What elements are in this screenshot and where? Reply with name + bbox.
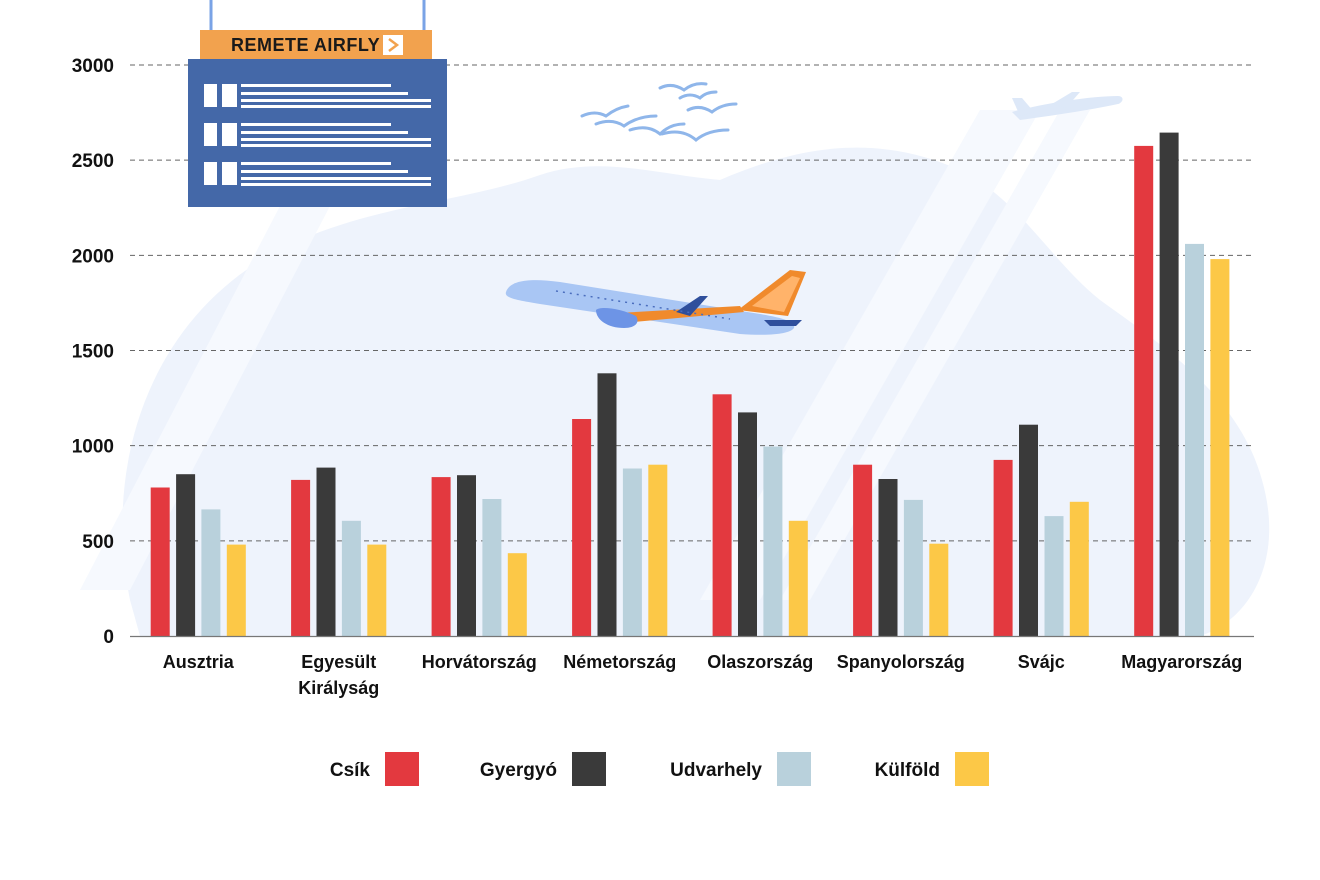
bar [316,467,336,636]
bar [712,394,732,636]
bar [367,544,387,636]
x-category-label: Spanyolország [837,652,965,672]
bar [853,464,873,636]
legend-label: Csík [330,760,371,781]
bar [341,520,361,636]
chevron-right-icon [383,35,403,55]
y-tick-label: 500 [82,532,114,553]
y-tick-label: 2500 [72,151,114,172]
legend-label: Udvarhely [670,760,762,781]
legend: Csík Gyergyó Udvarhely Külföld [330,752,989,786]
bar [763,446,783,636]
x-category-label-line: Magyarország [1121,652,1242,672]
legend-swatch [777,752,811,786]
legend-label: Külföld [875,760,940,781]
bar [1069,501,1089,636]
y-axis-ticks: 0 500 1000 1500 2000 2500 3000 [72,56,114,648]
legend-label: Gyergyó [480,760,557,781]
board-title: REMETE AIRFLY [231,35,380,55]
distant-plane-icon [1012,92,1123,120]
y-tick-label: 3000 [72,56,114,77]
bars [150,132,1230,636]
bar [622,468,642,636]
bar [482,499,502,636]
x-category-label: Magyarország [1121,652,1242,672]
light-streak [700,110,1040,600]
legend-item: Udvarhely [670,752,811,786]
legend-item: Gyergyó [480,752,606,786]
x-category-label-line: Spanyolország [837,652,965,672]
x-category-label: Horvátország [422,652,537,672]
bar [226,544,246,636]
x-category-label-line: Királyság [298,678,379,698]
category-labels: Ausztria Egyesült Királyság Horvátország Ném… [163,652,1243,698]
legend-swatch [955,752,989,786]
x-category-label-line: Ausztria [163,652,235,672]
gridlines [130,64,1254,542]
bar [457,475,476,636]
bar [1210,259,1230,636]
bar [176,474,196,636]
bar [291,479,311,636]
bar [431,477,451,636]
x-category-label-line: Egyesült [301,652,376,672]
x-category-label: Ausztria [163,652,235,672]
legend-item: Külföld [875,752,989,786]
bar [1159,132,1179,636]
x-category-label-line: Olaszország [707,652,813,672]
bar [1019,424,1038,636]
departure-board: REMETE AIRFLY [188,0,447,207]
x-category-label-line: Svájc [1018,652,1065,672]
x-category-label: Svájc [1018,652,1065,672]
bar [993,459,1013,636]
bar [929,543,949,636]
y-tick-label: 1500 [72,342,114,363]
bar [788,520,808,636]
legend-swatch [572,752,606,786]
board-rows [204,84,431,186]
x-category-label: Olaszország [707,652,813,672]
bar [572,419,592,636]
x-category-label: Németország [563,652,676,672]
y-tick-label: 2000 [72,246,114,267]
bar [507,553,527,636]
birds-icon [580,82,738,142]
airplane-icon [505,270,806,335]
bar [1185,243,1204,636]
bar [648,464,668,636]
x-category-label-line: Németország [563,652,676,672]
bar [903,499,923,636]
bar [738,412,757,636]
legend-item: Csík [330,752,419,786]
y-tick-label: 1000 [72,437,114,458]
bar [150,487,170,636]
bar [1134,145,1154,636]
y-tick-label: 0 [103,627,114,648]
legend-swatch [385,752,419,786]
bar [878,479,898,636]
bar [201,509,221,636]
x-category-label: Egyesült Királyság [298,652,379,698]
bar [1044,516,1064,636]
x-category-label-line: Horvátország [422,652,537,672]
bar [597,373,617,636]
